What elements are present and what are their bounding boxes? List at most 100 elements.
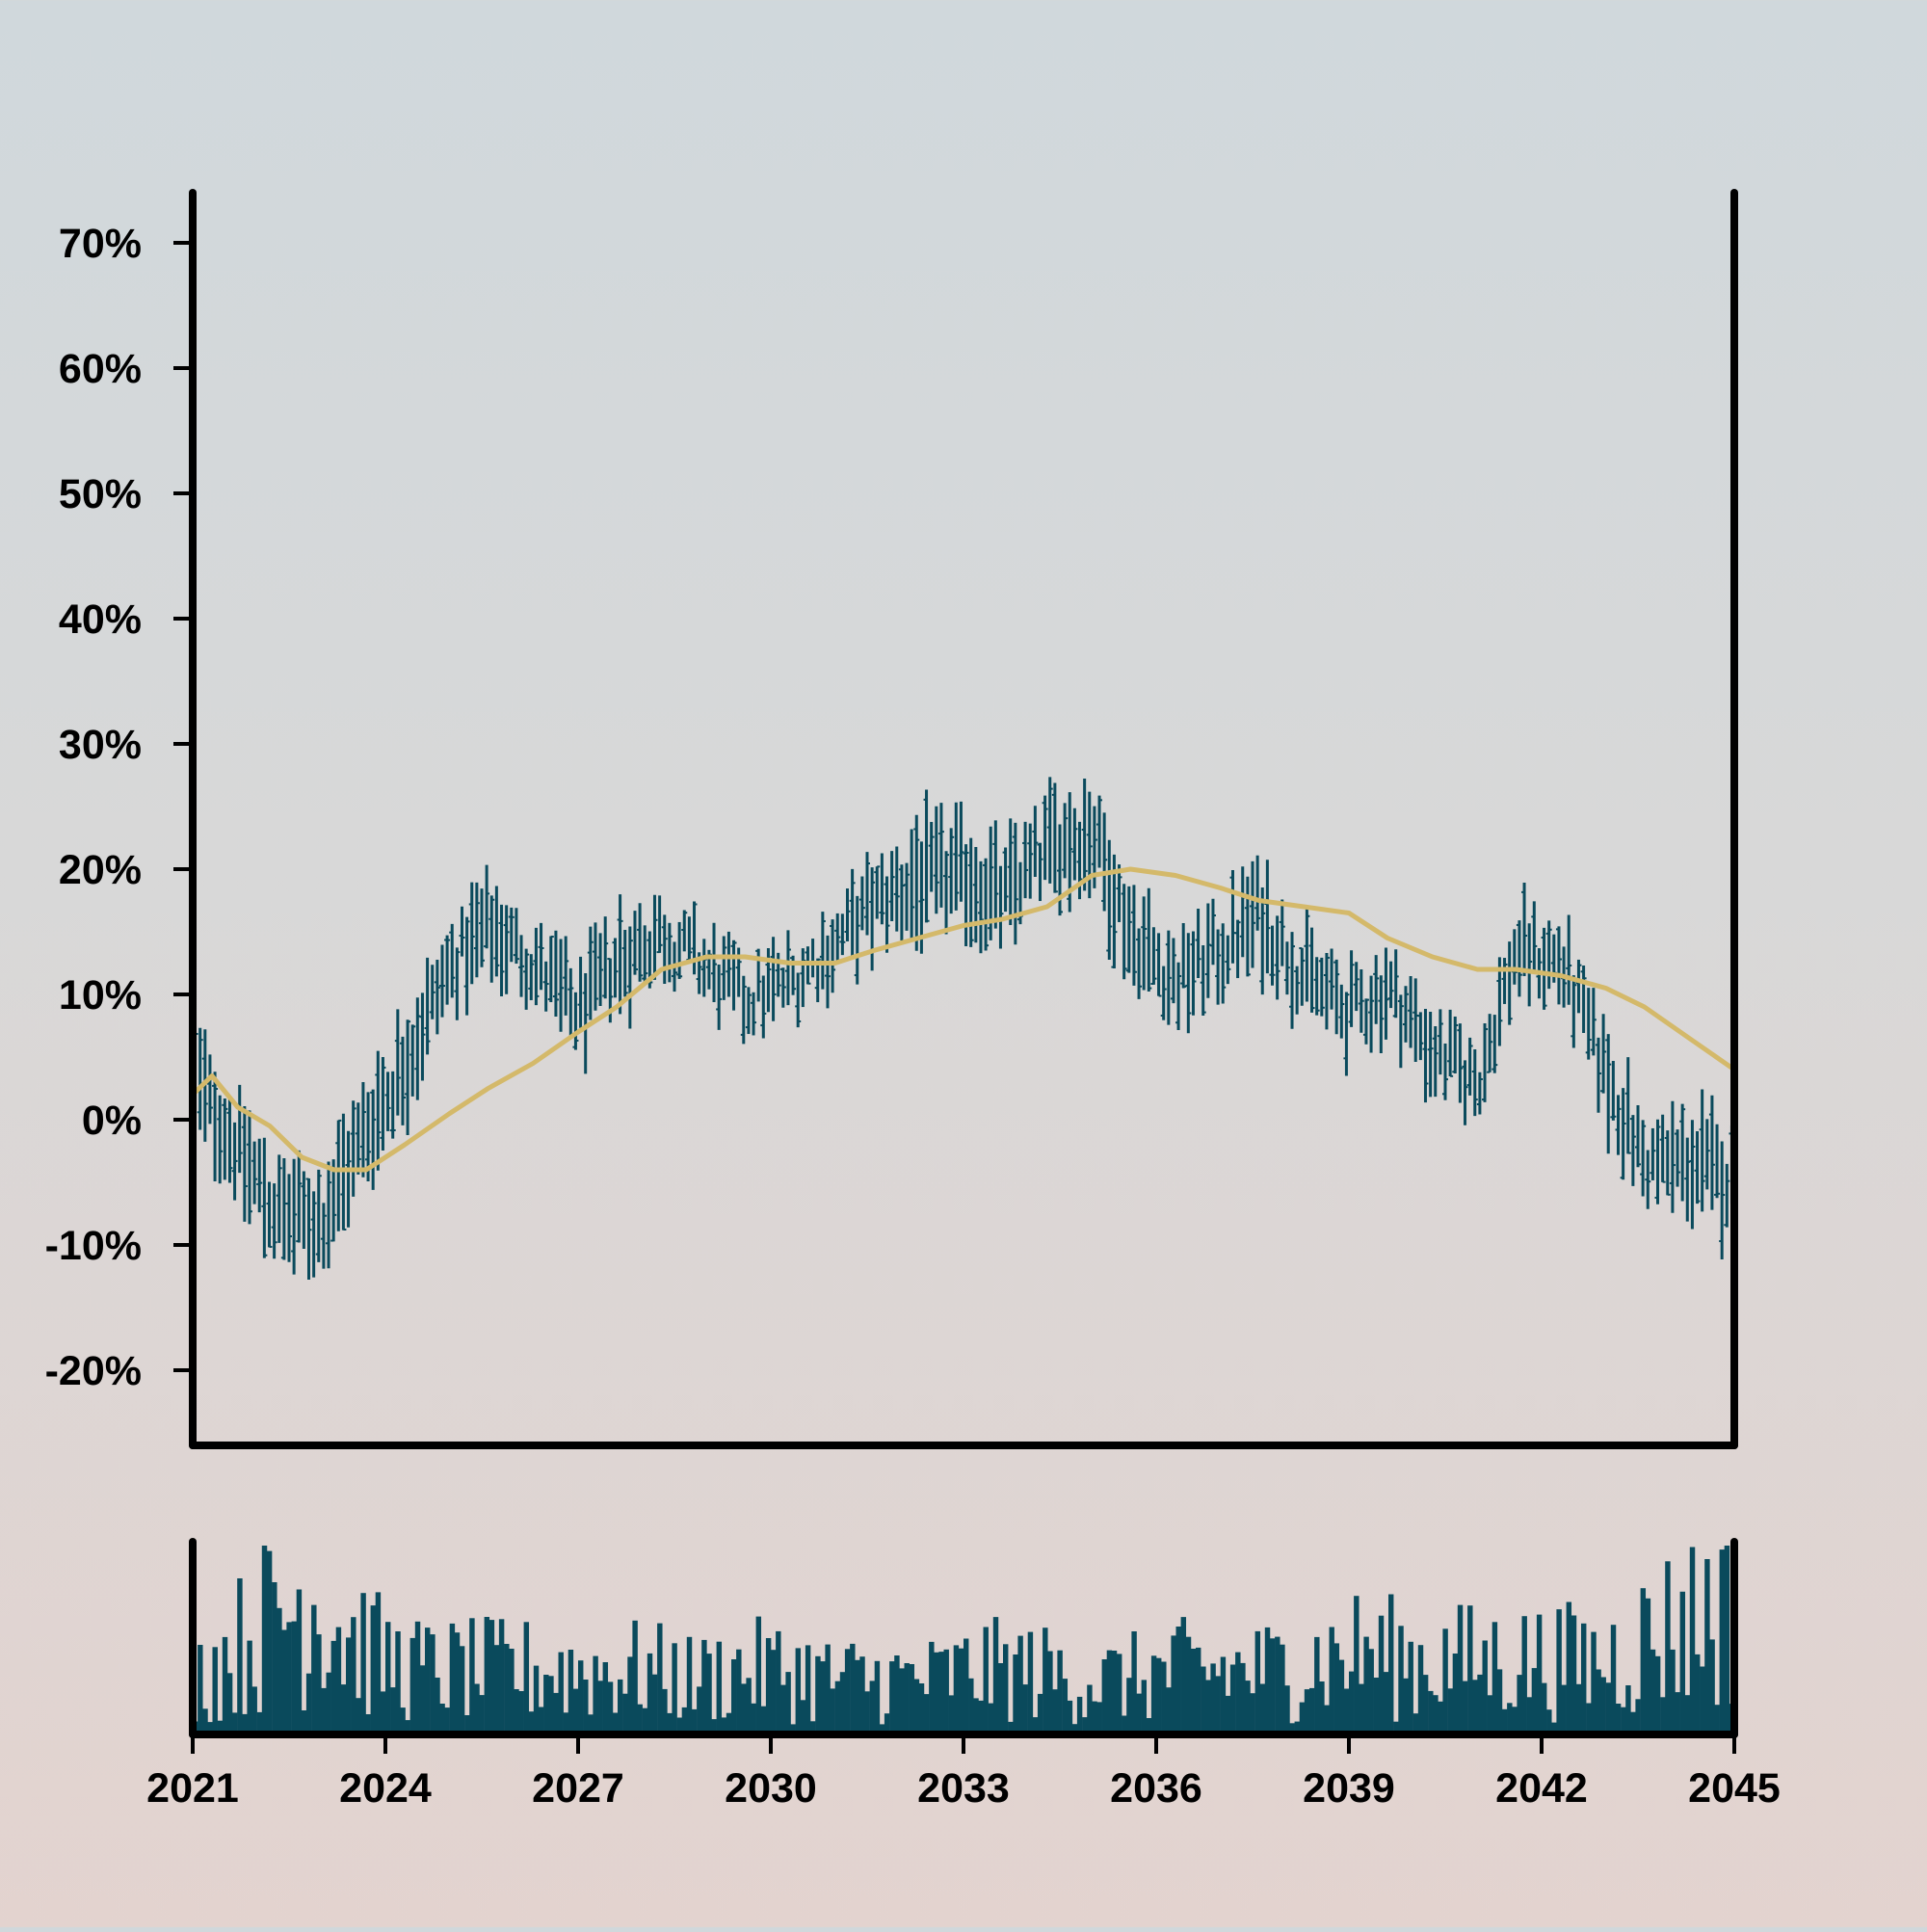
volume-bar [964, 1638, 969, 1734]
volume-bar [1329, 1627, 1334, 1734]
price-bar [454, 947, 461, 1020]
price-bar [582, 972, 589, 1074]
price-bar [1200, 944, 1206, 1016]
price-bar [1304, 907, 1310, 1002]
volume-bar [651, 1674, 658, 1734]
price-bar [1081, 779, 1088, 891]
volume-bar [1161, 1661, 1167, 1734]
price-bar [1130, 885, 1137, 986]
price-bar [884, 876, 890, 953]
volume-bar [632, 1620, 638, 1734]
volume-bar [493, 1645, 500, 1734]
price-bar [523, 948, 530, 1010]
price-bar [1724, 1163, 1730, 1228]
price-bar [558, 939, 565, 1032]
volume-bar [662, 1688, 668, 1734]
volume-bar [1076, 1696, 1083, 1734]
price-bar [513, 908, 519, 965]
volume-bar [864, 1691, 870, 1734]
price-bar [444, 935, 451, 1005]
price-bar [241, 1106, 248, 1222]
price-bar [563, 936, 569, 1016]
y-tick-label: -10% [45, 1223, 142, 1269]
volume-bar [1349, 1671, 1355, 1734]
volume-bar [509, 1649, 515, 1734]
price-bar [547, 936, 554, 1003]
volume-bar [281, 1629, 287, 1734]
price-bar [1378, 975, 1385, 1054]
volume-bar [1141, 1680, 1148, 1734]
price-bar [1294, 966, 1301, 1015]
volume-bar [691, 1708, 698, 1734]
price-bar [577, 956, 584, 1029]
volume-bar [889, 1661, 895, 1734]
volume-bar [277, 1607, 282, 1734]
price-bar [1387, 961, 1394, 1009]
price-bar [779, 967, 786, 1008]
volume-bar [760, 1706, 767, 1734]
volume-bar [771, 1650, 777, 1734]
volume-bar [1378, 1615, 1385, 1734]
y-axis-ticks: -20% -10% 0% 10% 20% 30% 40% 50% 60% 70% [45, 221, 193, 1394]
volume-bar [607, 1681, 614, 1734]
price-bar [473, 882, 480, 978]
price-bar [508, 907, 515, 963]
volume-bar [1096, 1702, 1102, 1734]
price-bar [1417, 1012, 1424, 1061]
price-bar [1412, 978, 1419, 1062]
volume-bar [1338, 1659, 1345, 1734]
volume-bar [1581, 1623, 1587, 1734]
volume-bar [1660, 1697, 1666, 1734]
volume-bar [731, 1659, 737, 1734]
price-bar [1516, 920, 1522, 997]
volume-bar [572, 1688, 579, 1734]
price-bar [1136, 928, 1143, 999]
volume-bar [948, 1695, 955, 1734]
price-bar [330, 1159, 337, 1242]
price-bar [1462, 1060, 1468, 1125]
volume-bar [207, 1722, 213, 1734]
price-bar [893, 846, 900, 932]
volume-bar [1645, 1598, 1651, 1734]
price-bar [1160, 966, 1167, 1020]
volume-bar [504, 1644, 510, 1734]
volume-bar [553, 1692, 559, 1734]
price-bar [617, 894, 623, 1015]
volume-bar [301, 1710, 307, 1734]
price-bar [972, 847, 979, 943]
x-tick-label: 2027 [532, 1765, 624, 1812]
price-bar [518, 935, 525, 997]
volume-bar [222, 1636, 228, 1734]
price-bar [1659, 1114, 1666, 1183]
price-bar [286, 1174, 292, 1262]
price-bar [1313, 957, 1320, 1016]
price-bar [399, 1036, 406, 1125]
volume-bar [622, 1693, 628, 1734]
price-bar [1116, 864, 1122, 922]
price-bar [1531, 901, 1538, 972]
price-bar [394, 1009, 401, 1116]
volume-bar [217, 1720, 224, 1734]
price-bar [1664, 1130, 1671, 1196]
volume-bar [548, 1676, 554, 1734]
price-bar [380, 1056, 386, 1151]
volume-bar [676, 1717, 683, 1734]
volume-bar [1037, 1693, 1043, 1734]
price-bar [642, 925, 648, 985]
volume-bar [1284, 1685, 1290, 1734]
price-bar [1397, 994, 1404, 1069]
price-bar [1555, 926, 1562, 1005]
volume-bar [543, 1675, 549, 1734]
price-bar [676, 921, 683, 979]
volume-bar [1171, 1635, 1176, 1734]
volume-bar [484, 1617, 490, 1734]
volume-bar [1467, 1605, 1473, 1734]
volume-bar [469, 1618, 475, 1734]
volume-bar [1462, 1681, 1468, 1734]
price-bar [721, 936, 727, 1000]
price-bar [261, 1137, 268, 1258]
volume-bar [667, 1712, 673, 1734]
volume-bar [1507, 1703, 1513, 1734]
x-tick-label: 2036 [1110, 1765, 1202, 1812]
volume-bar [390, 1687, 396, 1734]
